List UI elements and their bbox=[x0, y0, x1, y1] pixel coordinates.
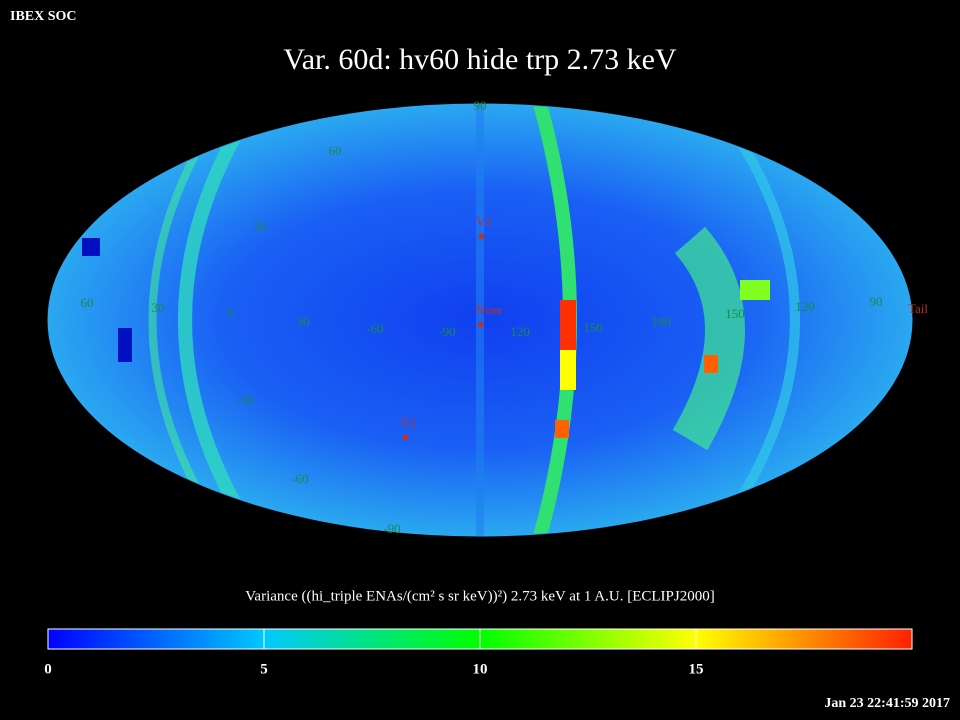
grid-label: 150 bbox=[583, 320, 603, 335]
sky-map bbox=[48, 104, 912, 536]
colorbar-label: Variance ((hi_triple ENAs/(cm² s sr keV)… bbox=[245, 588, 714, 604]
marker-label: V2 bbox=[400, 415, 416, 430]
colorbar-tick-label: 5 bbox=[260, 661, 268, 677]
grid-labels: 90 60 30 60 30 0 30 -60 -90 120 150 180 … bbox=[81, 98, 883, 536]
grid-label: 60 bbox=[81, 295, 94, 310]
grid-label: 30 bbox=[254, 219, 267, 234]
grid-label: 0 bbox=[227, 305, 234, 320]
marker-label: Nose bbox=[476, 302, 503, 317]
grid-label: 60 bbox=[329, 143, 342, 158]
timestamp: Jan 23 22:41:59 2017 bbox=[824, 696, 950, 711]
markers: V1 Nose V2 Tail bbox=[400, 214, 928, 440]
grid-label: -60 bbox=[366, 321, 383, 336]
title: Var. 60d: hv60 hide trp 2.73 keV bbox=[283, 43, 677, 76]
grid-label: 180 bbox=[651, 314, 671, 329]
org: IBEX SOC bbox=[10, 9, 77, 24]
grid-label: 120 bbox=[510, 324, 530, 339]
grid-label: -90 bbox=[438, 324, 455, 339]
grid-label: 150 bbox=[725, 306, 745, 321]
grid-label: -60 bbox=[291, 471, 308, 486]
colorbar-ticks: 0 5 10 15 bbox=[44, 629, 704, 677]
colorbar-tick-label: 0 bbox=[44, 661, 52, 677]
grid-label: 30 bbox=[297, 314, 310, 329]
grid-label: 30 bbox=[152, 300, 165, 315]
grid-label: -90 bbox=[383, 521, 400, 536]
marker-label: V1 bbox=[476, 214, 492, 229]
grid-label: -30 bbox=[236, 392, 253, 407]
grid-label: 90 bbox=[870, 294, 883, 309]
colorbar-tick-label: 10 bbox=[473, 661, 488, 677]
grid-label: 120 bbox=[795, 299, 815, 314]
grid-label: 90 bbox=[474, 98, 487, 113]
colorbar-tick-label: 15 bbox=[689, 661, 704, 677]
marker-label: Tail bbox=[908, 301, 928, 316]
